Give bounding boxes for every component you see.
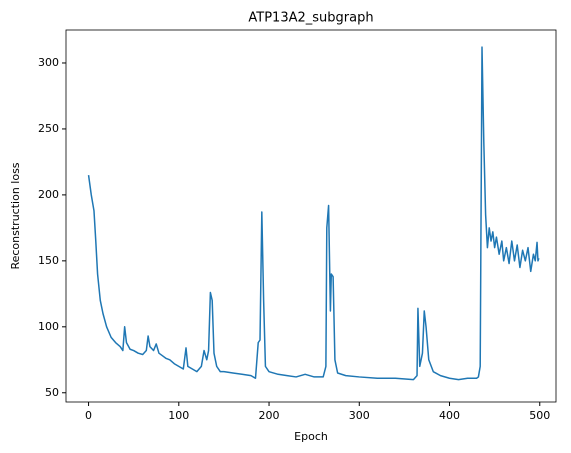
- y-tick-label: 300: [38, 56, 59, 69]
- x-tick-label: 0: [85, 409, 92, 422]
- y-tick-label: 50: [45, 386, 59, 399]
- x-tick-label: 200: [259, 409, 280, 422]
- x-tick-label: 400: [439, 409, 460, 422]
- x-tick-label: 500: [529, 409, 550, 422]
- y-tick-label: 100: [38, 320, 59, 333]
- data-line: [87, 46, 540, 381]
- x-tick-label: 300: [349, 409, 370, 422]
- x-axis-label: Epoch: [294, 430, 328, 443]
- y-tick-label: 200: [38, 188, 59, 201]
- chart-title: ATP13A2_subgraph: [248, 11, 373, 26]
- plot-frame: [65, 29, 557, 403]
- y-tick-label: 150: [38, 254, 59, 267]
- y-tick-label: 250: [38, 122, 59, 135]
- y-axis-label: Reconstruction loss: [9, 162, 22, 269]
- x-tick-label: 100: [168, 409, 189, 422]
